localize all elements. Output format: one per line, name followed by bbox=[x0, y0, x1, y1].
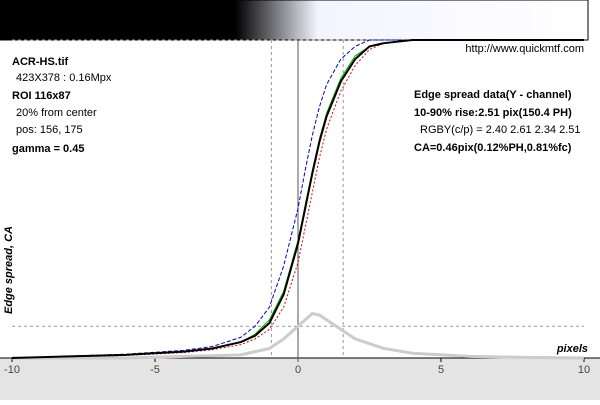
x-tick-label: -5 bbox=[150, 364, 160, 376]
annotation: ROI 116x87 bbox=[12, 90, 71, 102]
annotation: ACR-HS.tif bbox=[12, 56, 69, 68]
x-axis-label: pixels bbox=[556, 343, 588, 355]
annotation: pos: 156, 175 bbox=[16, 124, 83, 136]
y-axis-label: Edge spread, CA bbox=[3, 226, 15, 314]
annotation: Edge spread data(Y - channel) bbox=[414, 89, 572, 101]
annotation: 423X378 : 0.16Mpx bbox=[16, 72, 112, 84]
annotation: 10-90% rise:2.51 pix(150.4 PH) bbox=[414, 107, 572, 119]
x-tick-label: 10 bbox=[578, 364, 590, 376]
x-tick-label: -10 bbox=[4, 364, 20, 376]
annotation: http://www.quickmtf.com bbox=[465, 43, 584, 55]
edge-image bbox=[0, 0, 589, 41]
x-axis-band bbox=[0, 358, 600, 400]
x-tick-label: 0 bbox=[295, 364, 301, 376]
annotation: RGBY(c/p) = 2.40 2.61 2.34 2.51 bbox=[420, 124, 581, 136]
series-line bbox=[12, 311, 585, 360]
annotation: CA=0.46pix(0.12%PH,0.81%fc) bbox=[414, 142, 572, 154]
annotation: gamma = 0.45 bbox=[12, 143, 84, 155]
series-line bbox=[11, 39, 584, 359]
x-tick-label: 5 bbox=[438, 364, 444, 376]
series-line bbox=[11, 39, 584, 359]
annotation: 20% from center bbox=[16, 107, 97, 119]
